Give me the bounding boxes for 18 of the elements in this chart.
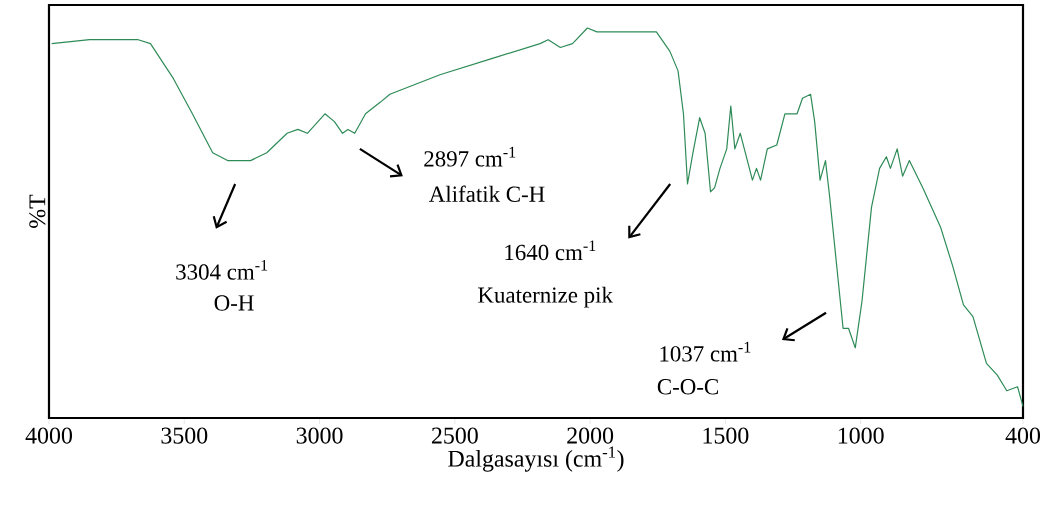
x-tick-label: 2000 xyxy=(567,427,614,444)
x-tick-label: 2500 xyxy=(431,427,478,444)
annotation: 2897 cm$^{-1}$ xyxy=(424,146,516,167)
x-tick-label: 3500 xyxy=(161,427,208,444)
annotation: 1640 cm$^{-1}$ xyxy=(505,240,596,261)
annotation: O-H xyxy=(214,295,254,311)
x-axis-title: Dalgasayısı (cm$^{-1}$) xyxy=(448,446,624,472)
annotation: Kuaternize pik xyxy=(478,286,613,308)
y-axis-title: %T xyxy=(29,194,46,228)
annotation: Alifatik C-H xyxy=(429,185,545,202)
x-tick-label: 1000 xyxy=(838,427,884,444)
annotation: 1037 cm$^{-1}$ xyxy=(660,341,751,362)
x-tick-label: 400 xyxy=(1005,427,1041,444)
x-tick-label: 3000 xyxy=(296,427,343,444)
x-tick-label: 4000 xyxy=(25,427,72,444)
x-tick-label: 1500 xyxy=(703,427,749,444)
annotation: C-O-C xyxy=(657,379,718,395)
annotation: 3304 cm$^{-1}$ xyxy=(176,259,268,280)
